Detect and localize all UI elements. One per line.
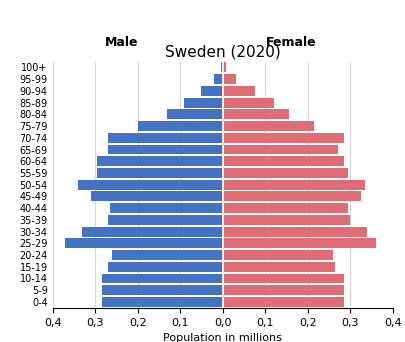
Bar bbox=[221, 63, 223, 73]
Text: Female: Female bbox=[266, 36, 317, 49]
Bar bbox=[223, 227, 367, 237]
Bar bbox=[97, 168, 223, 178]
Bar bbox=[102, 285, 223, 295]
Bar bbox=[202, 86, 223, 96]
Bar bbox=[66, 238, 223, 248]
Bar bbox=[184, 97, 223, 108]
Bar bbox=[108, 145, 223, 155]
Bar bbox=[223, 86, 255, 96]
Bar bbox=[82, 227, 223, 237]
X-axis label: Population in millions: Population in millions bbox=[163, 333, 282, 342]
Bar bbox=[223, 133, 344, 143]
Bar bbox=[102, 274, 223, 284]
Title: Sweden (2020): Sweden (2020) bbox=[165, 44, 281, 59]
Bar bbox=[223, 238, 376, 248]
Bar bbox=[223, 192, 361, 201]
Bar bbox=[223, 274, 344, 284]
Bar bbox=[223, 297, 344, 307]
Bar bbox=[223, 156, 344, 166]
Bar bbox=[91, 192, 223, 201]
Bar bbox=[97, 156, 223, 166]
Bar bbox=[223, 250, 333, 260]
Bar bbox=[112, 250, 223, 260]
Bar bbox=[223, 180, 365, 190]
Bar bbox=[223, 262, 335, 272]
Bar bbox=[108, 215, 223, 225]
Bar bbox=[223, 97, 274, 108]
Bar bbox=[223, 74, 236, 84]
Bar bbox=[223, 121, 314, 131]
Bar bbox=[102, 297, 223, 307]
Text: Male: Male bbox=[105, 36, 138, 49]
Bar bbox=[223, 145, 338, 155]
Bar bbox=[223, 203, 348, 213]
Bar bbox=[108, 262, 223, 272]
Bar bbox=[78, 180, 223, 190]
Bar bbox=[223, 168, 348, 178]
Bar bbox=[223, 109, 289, 119]
Bar bbox=[223, 215, 350, 225]
Bar bbox=[138, 121, 223, 131]
Bar bbox=[110, 203, 223, 213]
Bar bbox=[168, 109, 223, 119]
Bar bbox=[223, 63, 226, 73]
Bar bbox=[214, 74, 223, 84]
Bar bbox=[223, 285, 344, 295]
Bar bbox=[108, 133, 223, 143]
